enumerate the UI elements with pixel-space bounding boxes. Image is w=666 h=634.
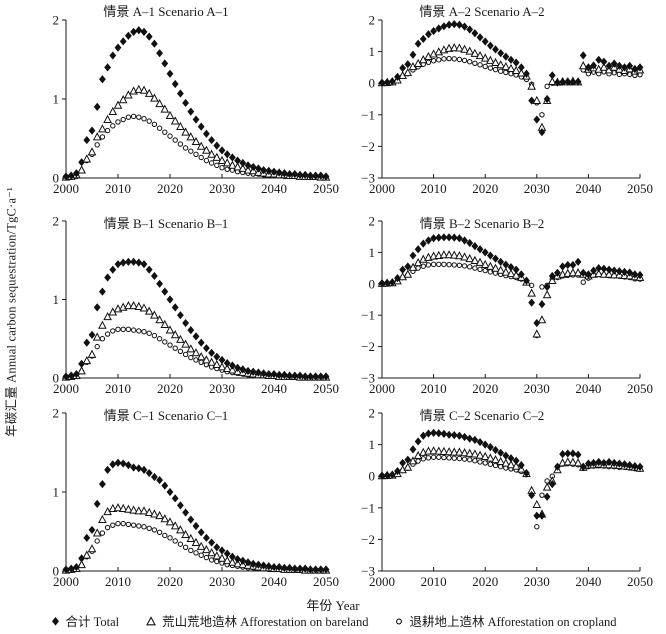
x-tick-label: 2040 [261,381,287,396]
x-tick-label: 2020 [472,381,498,396]
chart-scenario-c2: −3 −2 −1 0 1 2 2000 2010 2020 2030 2040 2050 情景 C–2 … [361,406,653,590]
x-tick-label: 2000 [53,181,79,196]
y-tick-label: 0 [369,276,376,291]
x-tick-label: 2000 [53,574,79,589]
x-tick-label: 2010 [105,381,131,396]
series-diamond-filled [378,20,644,137]
x-tick-label: 2030 [209,181,235,196]
x-tick-label: 2000 [369,381,395,396]
x-tick-label: 2040 [261,574,287,589]
x-tick-label: 2030 [209,381,235,396]
y-tick-label: −2 [361,139,375,154]
legend-label-cropland: 退耕地上造林 Afforestation on cropland [409,615,617,629]
y-tick-label: −2 [361,339,375,354]
y-tick-label: 1 [369,245,376,260]
chart-scenario-b2: −3 −2 −1 0 1 2 2000 2010 2020 2030 2040 2050 情景 B–2 … [361,214,653,397]
x-tick-label: 2030 [524,381,550,396]
y-tick-label: 1 [369,437,376,452]
x-tick-label: 2040 [261,181,287,196]
x-tick-label: 2030 [524,574,550,589]
y-tick-label: 0 [369,469,376,484]
x-tick-label: 2040 [575,381,601,396]
y-tick-label: 2 [369,214,376,229]
x-tick-label: 2050 [627,574,653,589]
chart-title: 情景 C–2 Scenario C–2 [420,408,545,423]
x-tick-label: 2020 [157,381,183,396]
x-tick-label: 2000 [53,381,79,396]
y-tick-label: −3 [361,171,375,186]
x-tick-label: 2020 [472,181,498,196]
y-tick-label: 1 [53,92,60,107]
x-tick-label: 2050 [313,381,339,396]
y-tick-label: −3 [361,371,375,386]
x-tick-label: 2050 [313,181,339,196]
chart-title: 情景 A–2 Scenario A–2 [419,4,544,19]
x-tick-label: 2020 [157,181,183,196]
chart-title: 情景 A–1 Scenario A–1 [103,4,228,19]
x-tick-label: 2050 [627,181,653,196]
x-tick-label: 2010 [421,181,447,196]
y-tick-label: 0 [369,76,376,91]
x-tick-label: 2010 [105,181,131,196]
y-tick-label: 0 [53,564,60,579]
legend-label-total: 合计 Total [65,615,120,629]
diamond-filled-icon [51,616,59,626]
legend-item-bareland: 荒山荒地造林 Afforestation on bareland [145,611,368,630]
legend-label-bareland: 荒山荒地造林 Afforestation on bareland [162,615,369,629]
series-diamond-filled [378,233,644,328]
x-tick-label: 2020 [157,574,183,589]
x-axis-label: 年份 Year [306,598,360,613]
y-tick-label: 2 [369,406,376,421]
y-tick-label: 0 [53,371,60,386]
series-triangle-open [61,84,331,181]
x-tick-label: 2000 [369,181,395,196]
series-diamond-filled [62,26,330,181]
y-tick-label: −2 [361,532,375,547]
y-tick-label: 1 [53,485,60,500]
x-tick-label: 2040 [575,181,601,196]
y-tick-label: −1 [361,500,375,515]
x-tick-label: 2020 [472,574,498,589]
series-diamond-filled [62,458,330,574]
chart-scenario-a2: −3 −2 −1 0 1 2 2000 2010 2020 2030 2040 2050 情景 A–2 … [361,4,653,196]
y-tick-label: 2 [53,406,60,421]
y-tick-label: −3 [361,564,375,579]
x-tick-label: 2010 [105,574,131,589]
x-tick-label: 2010 [421,574,447,589]
y-tick-label: −1 [361,308,375,323]
x-tick-label: 2040 [575,574,601,589]
x-tick-label: 2050 [627,381,653,396]
y-tick-label: 2 [53,214,60,229]
y-tick-label: 0 [53,171,60,186]
circle-open-icon [396,618,403,624]
x-tick-label: 2030 [524,181,550,196]
series-diamond-filled [378,428,644,520]
chart-scenario-c1: 0 1 2 2000 2010 2020 2030 2040 2050 情景 C–1 Scenar… [53,406,340,590]
chart-scenario-b1: 0 1 2 2000 2010 2020 2030 2040 2050 情景 B–1 Scenar… [53,214,340,397]
chart-title: 情景 B–1 Scenario B–1 [104,216,229,231]
legend-item-total: 合计 Total [50,611,120,630]
series-circle-open [63,113,329,180]
legend: 合计 Total 荒山荒地造林 Afforestation on barelan… [0,611,666,630]
y-tick-label: −1 [361,107,375,122]
x-tick-label: 2000 [369,574,395,589]
x-tick-label: 2030 [209,574,235,589]
series-triangle-open [61,503,331,574]
x-tick-label: 2050 [313,574,339,589]
chart-title: 情景 B–2 Scenario B–2 [420,216,545,231]
y-tick-label: 2 [53,13,60,28]
y-tick-label: 1 [53,292,60,307]
legend-item-cropland: 退耕地上造林 Afforestation on cropland [394,611,617,630]
chart-title: 情景 C–1 Scenario C–1 [104,408,229,423]
x-tick-label: 2010 [421,381,447,396]
chart-scenario-a1: 0 1 2 2000 2010 2020 2030 2040 2050 情景 A–1 Scenar… [53,4,340,196]
triangle-open-icon [146,615,157,625]
y-tick-label: 1 [369,44,376,59]
y-tick-label: 2 [369,13,376,28]
